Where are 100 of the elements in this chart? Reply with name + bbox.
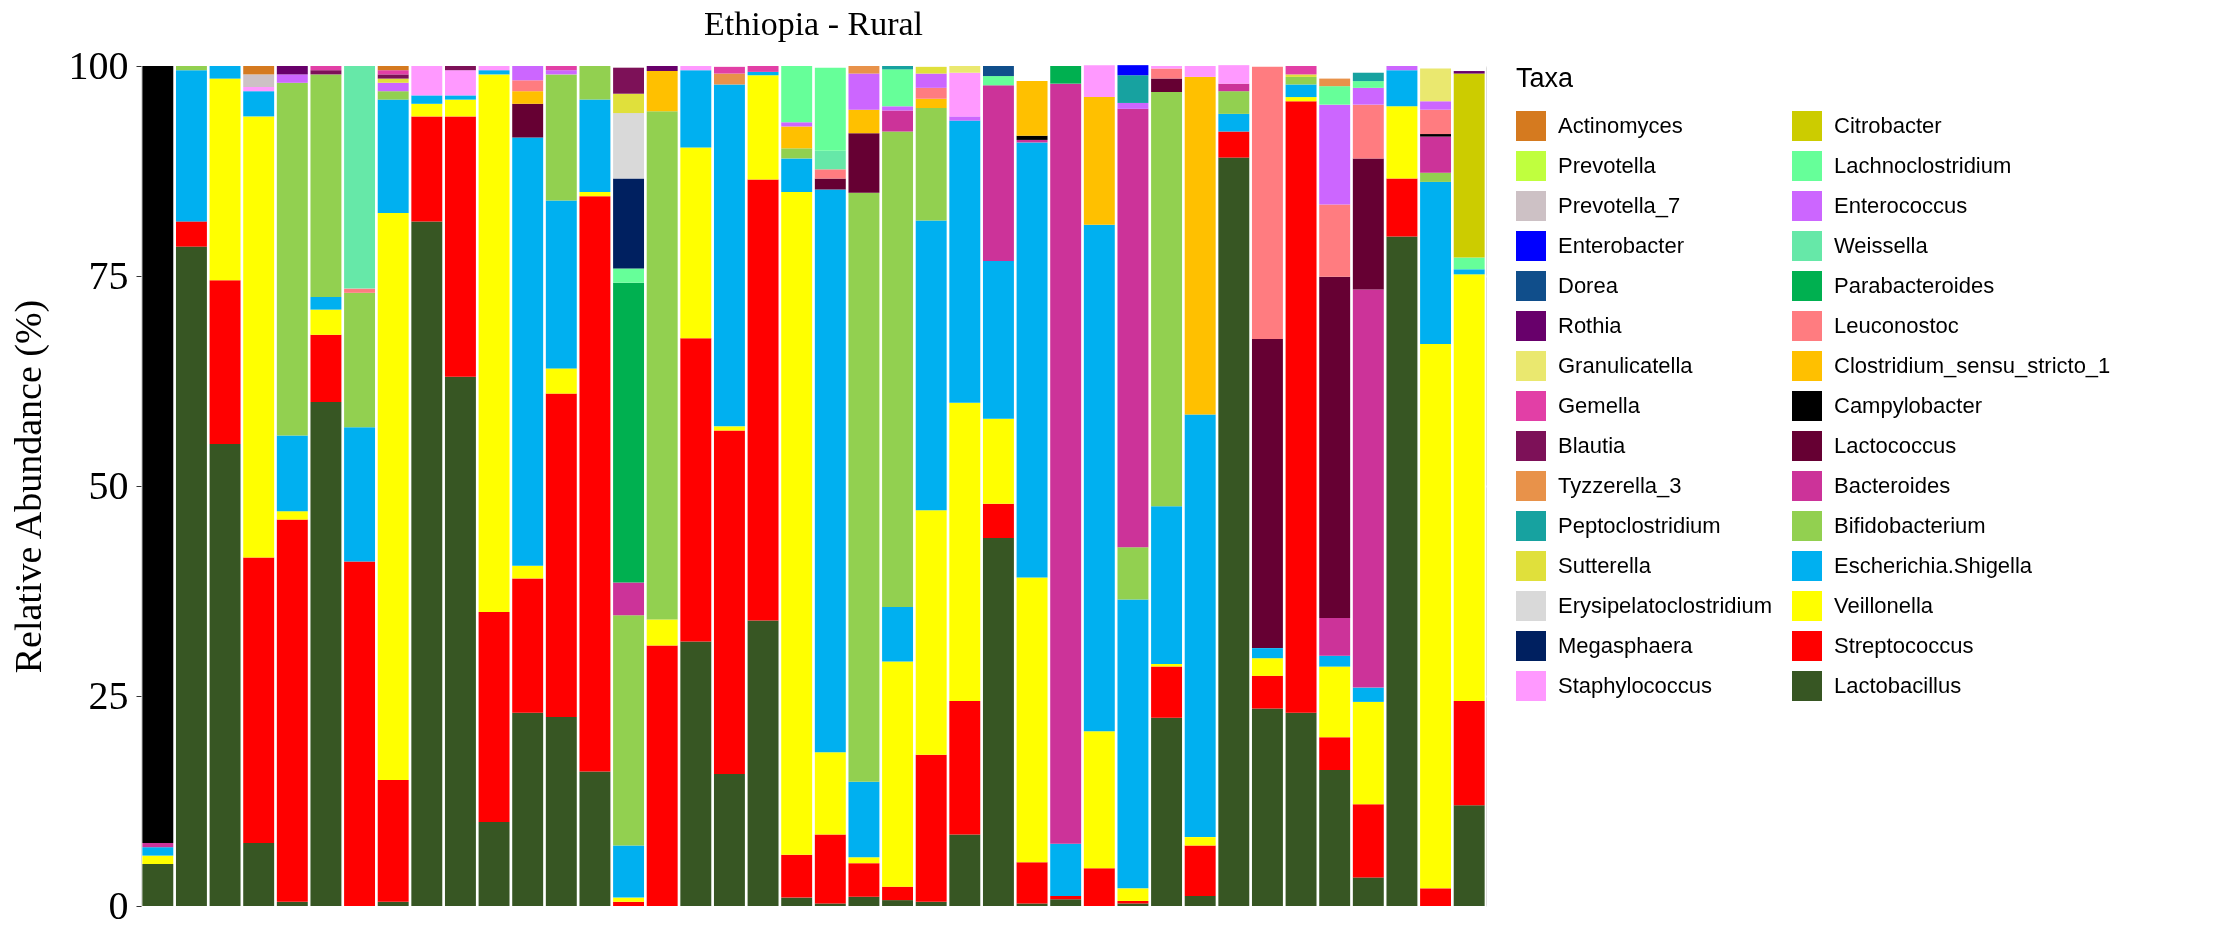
bar: [1016, 903, 1048, 906]
bar: [1352, 701, 1384, 805]
bar: [209, 66, 241, 79]
legend-title: Taxa: [1516, 63, 1575, 93]
bar: [1285, 74, 1317, 77]
bar: [1453, 257, 1485, 270]
bar: [848, 109, 880, 134]
bar: [781, 66, 813, 123]
bar: [882, 110, 914, 132]
legend-label: Megasphaera: [1558, 633, 1694, 658]
bar: [344, 561, 376, 906]
bar: [276, 519, 308, 902]
bar: [478, 70, 510, 75]
bar: [1083, 65, 1115, 98]
bar: [1083, 731, 1115, 869]
bar: [243, 557, 275, 843]
bar: [344, 288, 376, 293]
bar: [377, 99, 409, 213]
bar: [1218, 157, 1250, 906]
legend-label: Rothia: [1558, 313, 1623, 338]
bar: [814, 189, 846, 753]
bar: [411, 103, 443, 117]
bar: [1050, 899, 1082, 906]
bar: [613, 67, 645, 94]
legend-label: Streptococcus: [1834, 633, 1974, 658]
bar: [1352, 158, 1384, 290]
bar: [1184, 895, 1216, 906]
legend-label: Prevotella: [1558, 153, 1657, 178]
bar: [344, 292, 376, 428]
bar: [545, 66, 577, 71]
bar: [377, 70, 409, 75]
bar: [1352, 81, 1384, 88]
bar: [646, 645, 678, 906]
bar: [142, 855, 174, 864]
bar: [243, 116, 275, 558]
bar: [142, 847, 174, 856]
bar: [243, 87, 275, 92]
bar: [1420, 68, 1452, 102]
bar: [1151, 664, 1183, 667]
bar: [680, 66, 712, 71]
bar: [1319, 655, 1351, 667]
legend-label: Weissella: [1834, 233, 1929, 258]
bar: [444, 70, 476, 96]
bar: [209, 444, 241, 906]
bar: [1251, 339, 1283, 649]
bar: [344, 66, 376, 289]
bar: [1352, 804, 1384, 878]
bar: [915, 754, 947, 902]
legend-label: Sutterella: [1558, 553, 1652, 578]
bar: [1352, 72, 1384, 82]
bar: [377, 91, 409, 100]
bar: [814, 752, 846, 835]
bar: [1420, 181, 1452, 345]
bar: [713, 73, 745, 85]
bar: [142, 864, 174, 906]
bar: [949, 701, 981, 835]
bar: [747, 75, 779, 180]
bar: [781, 126, 813, 149]
bar: [613, 113, 645, 179]
bar: [781, 854, 813, 898]
bar: [1453, 274, 1485, 702]
bar: [1117, 108, 1149, 548]
bar: [814, 67, 846, 151]
bar: [411, 116, 443, 222]
bar: [1016, 135, 1048, 140]
bar: [1386, 70, 1418, 107]
legend-label: Lactobacillus: [1834, 673, 1962, 698]
bar: [1319, 86, 1351, 105]
bar: [1117, 888, 1149, 901]
bar: [1151, 506, 1183, 665]
bar: [512, 565, 544, 579]
legend-label: Leuconostoc: [1834, 313, 1959, 338]
bar: [411, 66, 443, 96]
bar: [1285, 712, 1317, 906]
bar: [646, 66, 678, 72]
bar: [1218, 83, 1250, 92]
bar: [310, 66, 342, 71]
bar: [175, 221, 207, 247]
bar: [1151, 66, 1183, 69]
bar: [344, 427, 376, 562]
bar: [377, 213, 409, 780]
bar: [848, 781, 880, 858]
bar: [1453, 805, 1485, 906]
bar: [882, 661, 914, 887]
bar: [444, 116, 476, 377]
bar: [848, 896, 880, 906]
bar: [613, 615, 645, 846]
bar: [444, 95, 476, 100]
bar: [613, 897, 645, 902]
bar: [1151, 717, 1183, 906]
bar: [1050, 66, 1082, 84]
bar: [949, 116, 981, 121]
bar: [276, 511, 308, 520]
bar: [848, 73, 880, 110]
bar: [982, 76, 1014, 86]
bar: [310, 297, 342, 310]
bar: [1319, 78, 1351, 87]
bar: [1184, 845, 1216, 896]
bar: [1420, 136, 1452, 173]
bar: [1352, 877, 1384, 906]
